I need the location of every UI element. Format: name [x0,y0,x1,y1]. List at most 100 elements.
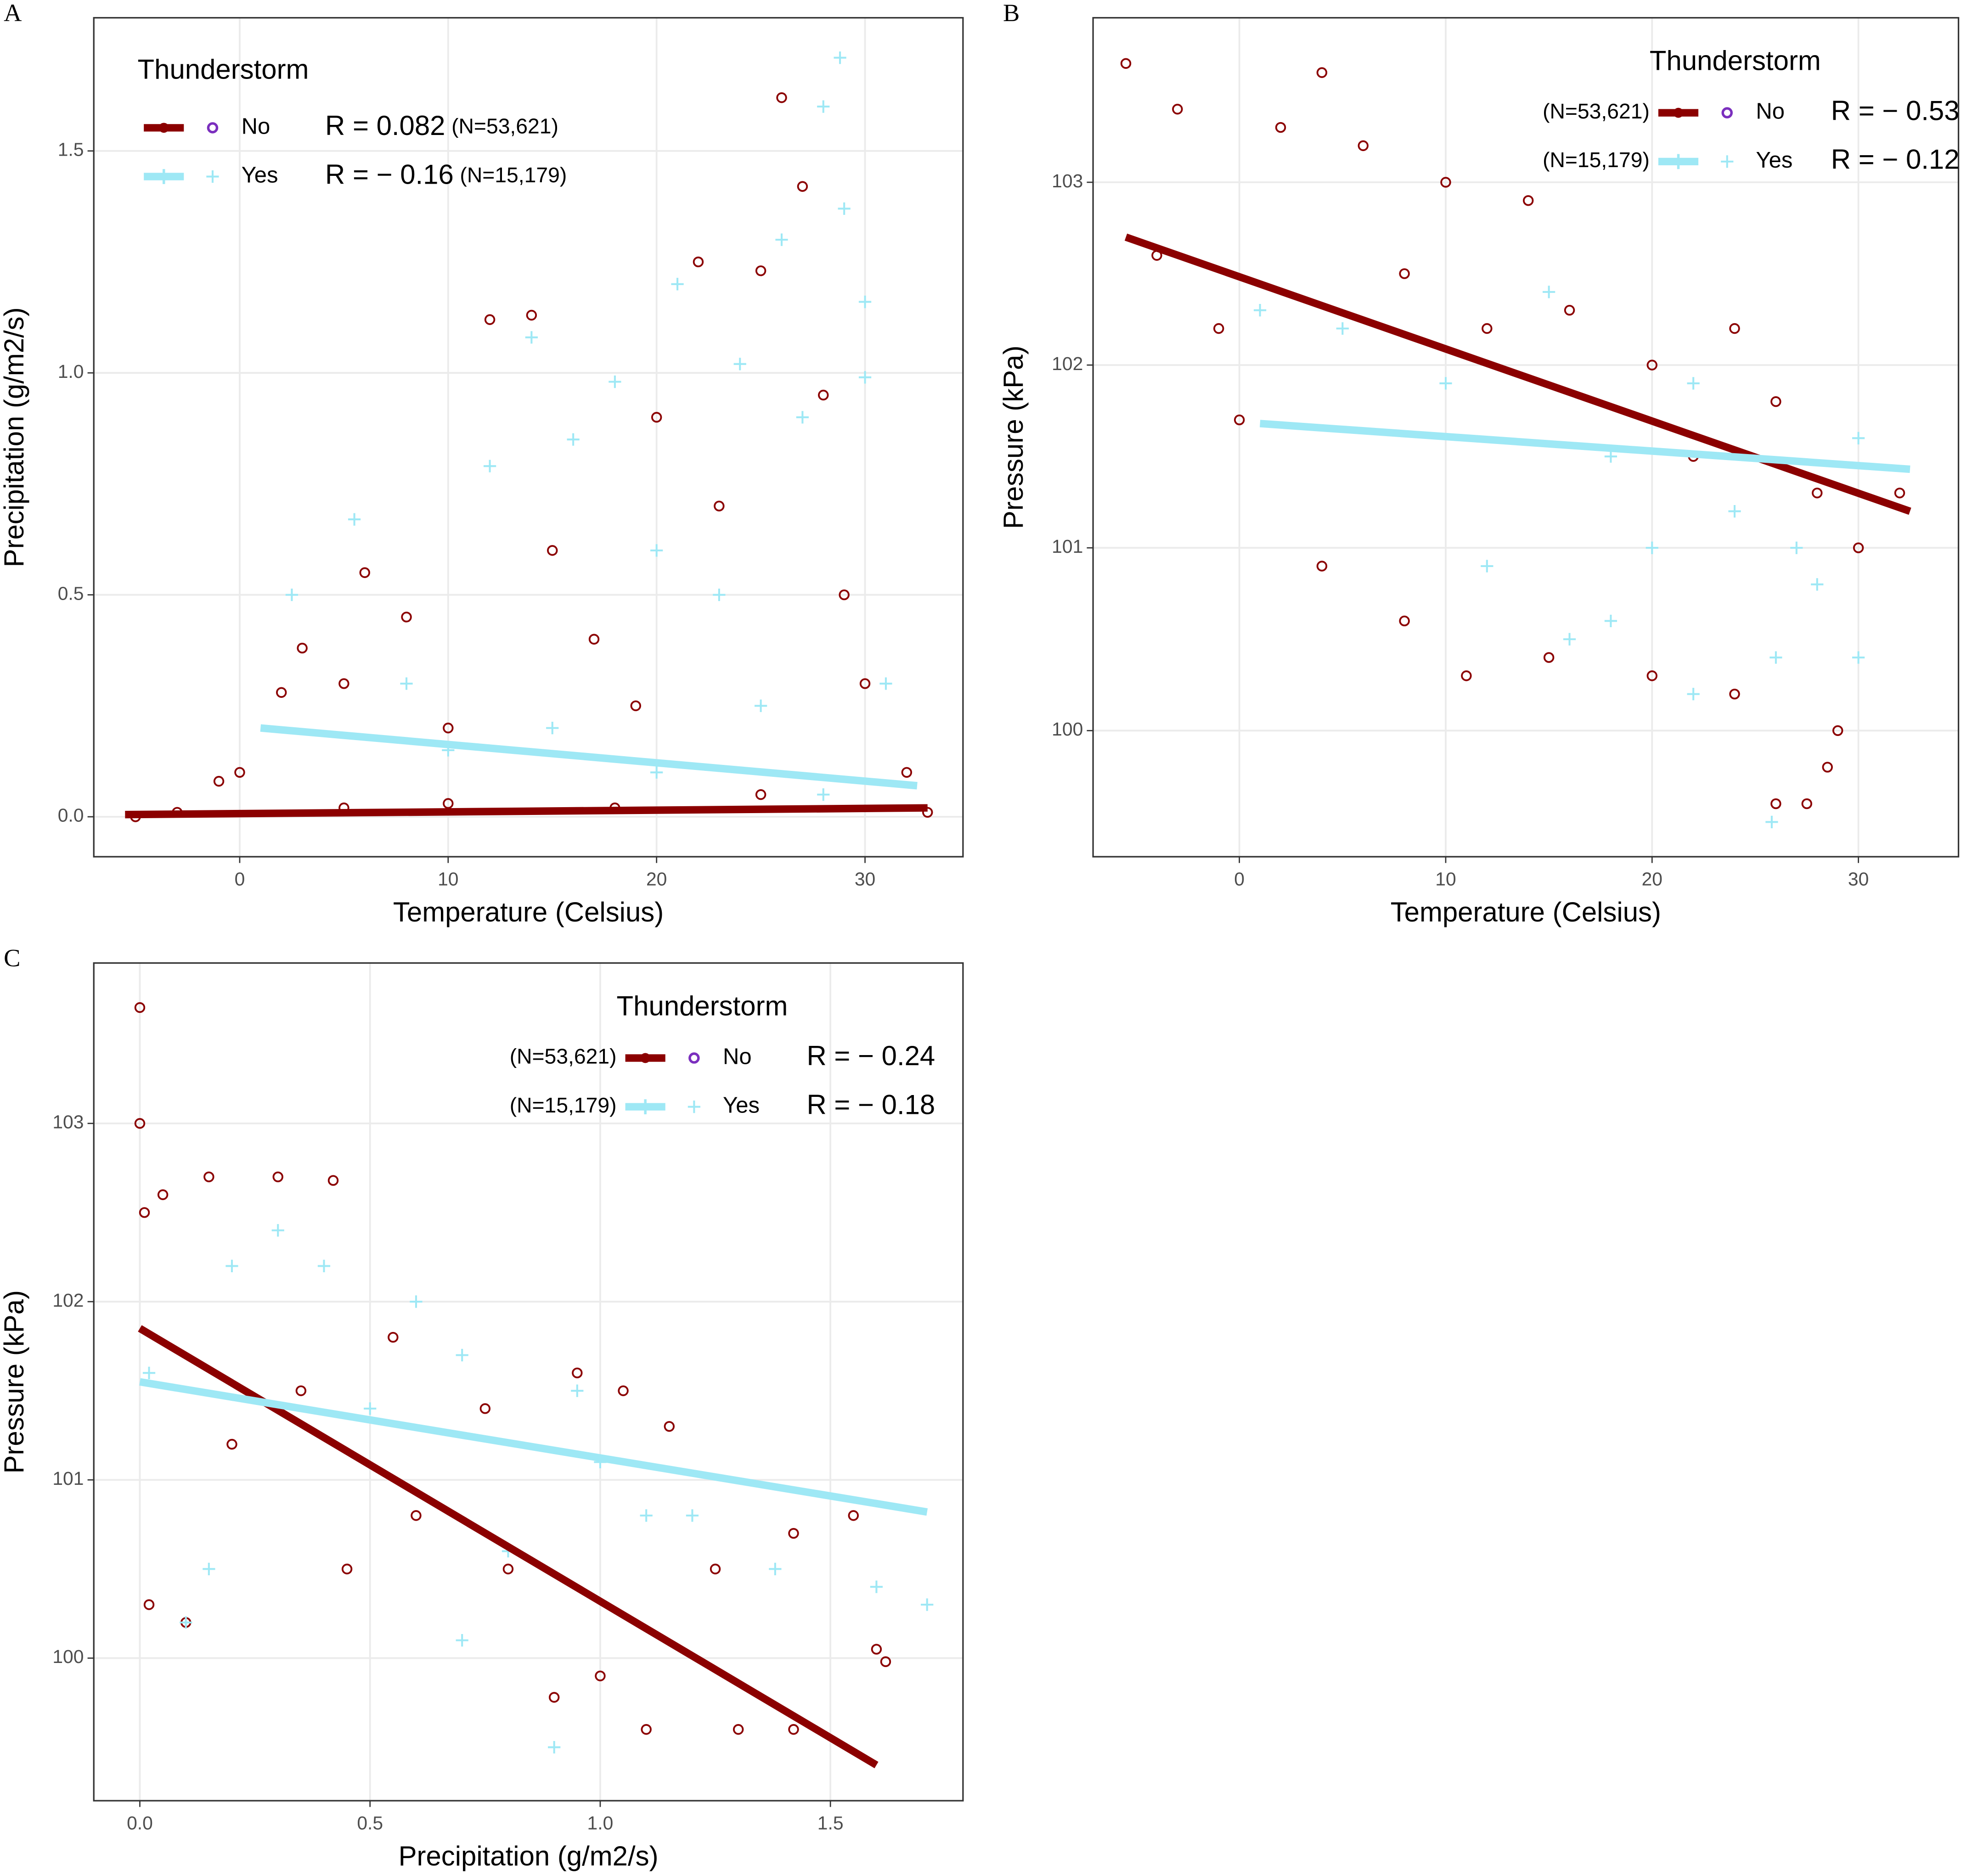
point [341,1563,353,1575]
point [609,375,621,388]
legend-marker [206,170,219,183]
plot-background [94,17,963,857]
point [1852,432,1865,444]
legend-key [156,169,172,184]
point [443,722,454,734]
point [571,1384,584,1397]
point [327,1175,339,1186]
point [1120,58,1132,69]
legend-label: No [1756,99,1785,124]
legend-marker [688,1052,700,1064]
point [502,1563,514,1575]
legend-label: No [723,1044,752,1069]
point [547,545,558,556]
data-layer [134,1002,934,1769]
n-annotation: (N=53,621) [1543,99,1650,123]
point [295,1385,307,1396]
x-tick-label: 20 [646,869,667,890]
point [1440,177,1451,188]
point [548,1692,560,1703]
point [651,412,662,423]
point [271,1224,284,1237]
x-tick-label: 10 [438,869,458,890]
y-axis-title: Precipitation (g/m2/s) [0,307,29,567]
point [641,1724,652,1735]
point [838,202,851,215]
point [526,309,537,321]
point [818,389,829,401]
legend-key [158,123,169,133]
point [567,433,580,446]
legend-label: Yes [242,163,278,188]
y-axis-title: Pressure (kPa) [0,1290,29,1473]
point [1275,122,1286,133]
point [364,1402,377,1415]
y-tick-label: 1.0 [58,361,84,382]
y-tick-label: 103 [52,1112,84,1133]
point [1523,195,1534,206]
point [858,295,872,309]
point [755,699,767,712]
x-tick-label: 0 [235,869,245,890]
legend-key [1671,154,1686,169]
plot-border [93,962,964,1802]
point [922,807,933,818]
point [1316,561,1328,572]
point [618,1385,629,1396]
x-axis-title: Temperature (Celsius) [393,897,664,927]
point [1316,67,1328,78]
legend-label: Yes [1756,148,1792,173]
legend-marker [207,122,219,134]
point [817,788,830,801]
plot-border [93,17,964,858]
y-tick-label: 101 [1052,536,1083,557]
point [879,677,892,690]
point [479,1403,491,1414]
point [1832,725,1843,736]
n-annotation: (N=15,179) [1543,148,1650,172]
point [572,1367,583,1379]
point [134,1002,146,1013]
point [1213,323,1224,334]
point [285,588,299,601]
legend-title: Thunderstorm [1650,45,1821,76]
fit-line [260,724,918,790]
y-tick-label: 100 [1052,719,1083,740]
point [1770,798,1781,809]
point [1481,560,1493,573]
y-tick-label: 102 [1052,353,1083,374]
point [733,1724,744,1735]
point [769,1562,782,1575]
legend-title: Thunderstorm [617,990,788,1021]
point [234,767,245,778]
point [1811,578,1824,591]
panel-label: C [4,944,20,972]
panel: 0 10 20 30 0.0 0.5 1.0 1.5 Temperature (Celsius)… [0,0,964,927]
fit-line [1124,233,1911,515]
point [1765,815,1778,828]
point [796,411,809,424]
point [1358,140,1369,152]
point [901,767,913,778]
point [180,1616,192,1629]
data-layer [125,51,933,822]
point [546,721,559,735]
point [276,687,287,698]
r-annotation: R = − 0.16 [325,159,454,190]
point [834,51,846,64]
point [317,1259,331,1273]
x-axis-title: Temperature (Celsius) [1391,897,1661,927]
fit-line [1260,420,1910,473]
n-annotation: (N=15,179) [460,163,567,187]
point [671,278,684,291]
point [1399,615,1410,627]
point [388,1331,399,1343]
point [1604,614,1617,628]
y-tick-label: 100 [52,1646,84,1667]
point [410,1295,423,1308]
point [1543,652,1555,663]
point [1604,450,1617,463]
point [788,1528,799,1539]
panel: 0 10 20 30 100 101 102 103 Temperature (Celsius)… [998,0,1959,927]
plot-background [94,963,963,1801]
